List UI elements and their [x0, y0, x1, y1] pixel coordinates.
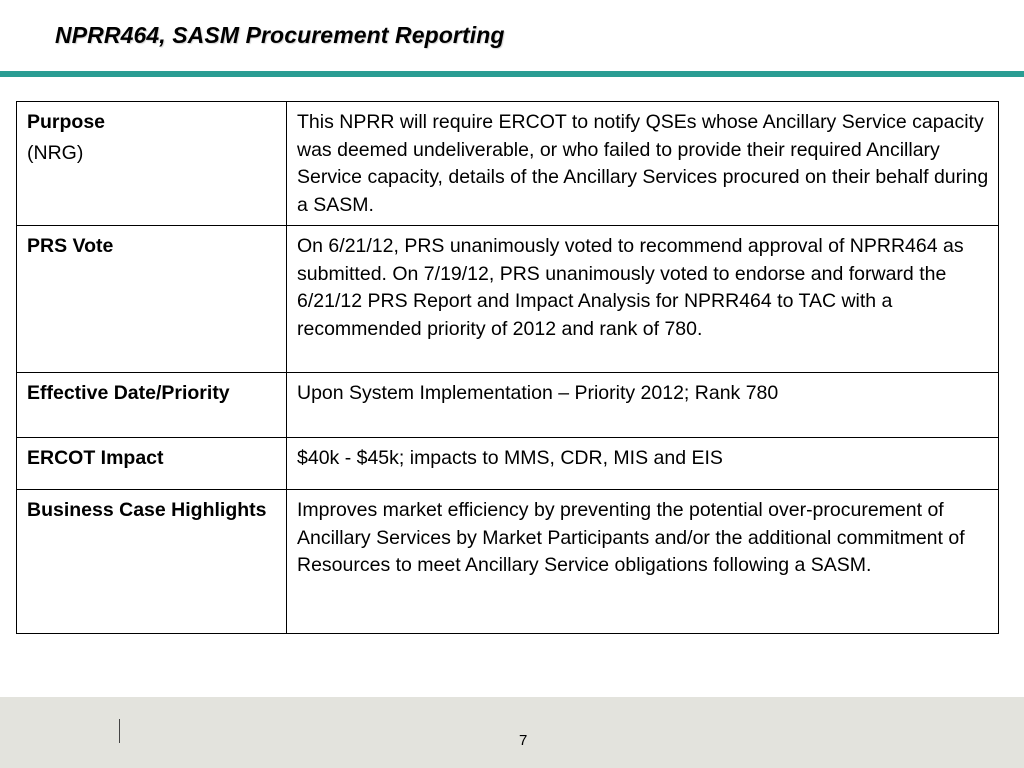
row-label: ERCOT Impact: [16, 437, 287, 490]
row-label: Purpose: [27, 111, 106, 133]
footer-divider: [119, 719, 120, 743]
row-content: $40k - $45k; impacts to MMS, CDR, MIS an…: [286, 437, 999, 490]
table-row-effective-date: Effective Date/Priority Upon System Impl…: [16, 372, 999, 438]
row-content: Improves market efficiency by preventing…: [286, 489, 999, 634]
table-row-purpose: Purpose (NRG) This NPRR will require ERC…: [16, 101, 999, 226]
row-label: Effective Date/Priority: [16, 372, 287, 438]
row-label-cell: Purpose (NRG): [16, 101, 287, 226]
row-label: Business Case Highlights: [16, 489, 287, 634]
table-row-prs-vote: PRS Vote On 6/21/12, PRS unanimously vot…: [16, 225, 999, 373]
page-number: 7: [519, 732, 528, 749]
title-divider-bar: [0, 71, 1024, 77]
slide-title: NPRR464, SASM Procurement Reporting: [55, 22, 505, 48]
table-row-business-case: Business Case Highlights Improves market…: [16, 489, 999, 634]
table-row-ercot-impact: ERCOT Impact $40k - $45k; impacts to MMS…: [16, 437, 999, 490]
row-content: This NPRR will require ERCOT to notify Q…: [286, 101, 999, 226]
slide-footer: 7: [0, 697, 1024, 768]
row-label: PRS Vote: [16, 225, 287, 373]
nprr-summary-table: Purpose (NRG) This NPRR will require ERC…: [16, 101, 999, 634]
row-sublabel: (NRG): [27, 141, 84, 164]
row-content: Upon System Implementation – Priority 20…: [286, 372, 999, 438]
row-content: On 6/21/12, PRS unanimously voted to rec…: [286, 225, 999, 373]
